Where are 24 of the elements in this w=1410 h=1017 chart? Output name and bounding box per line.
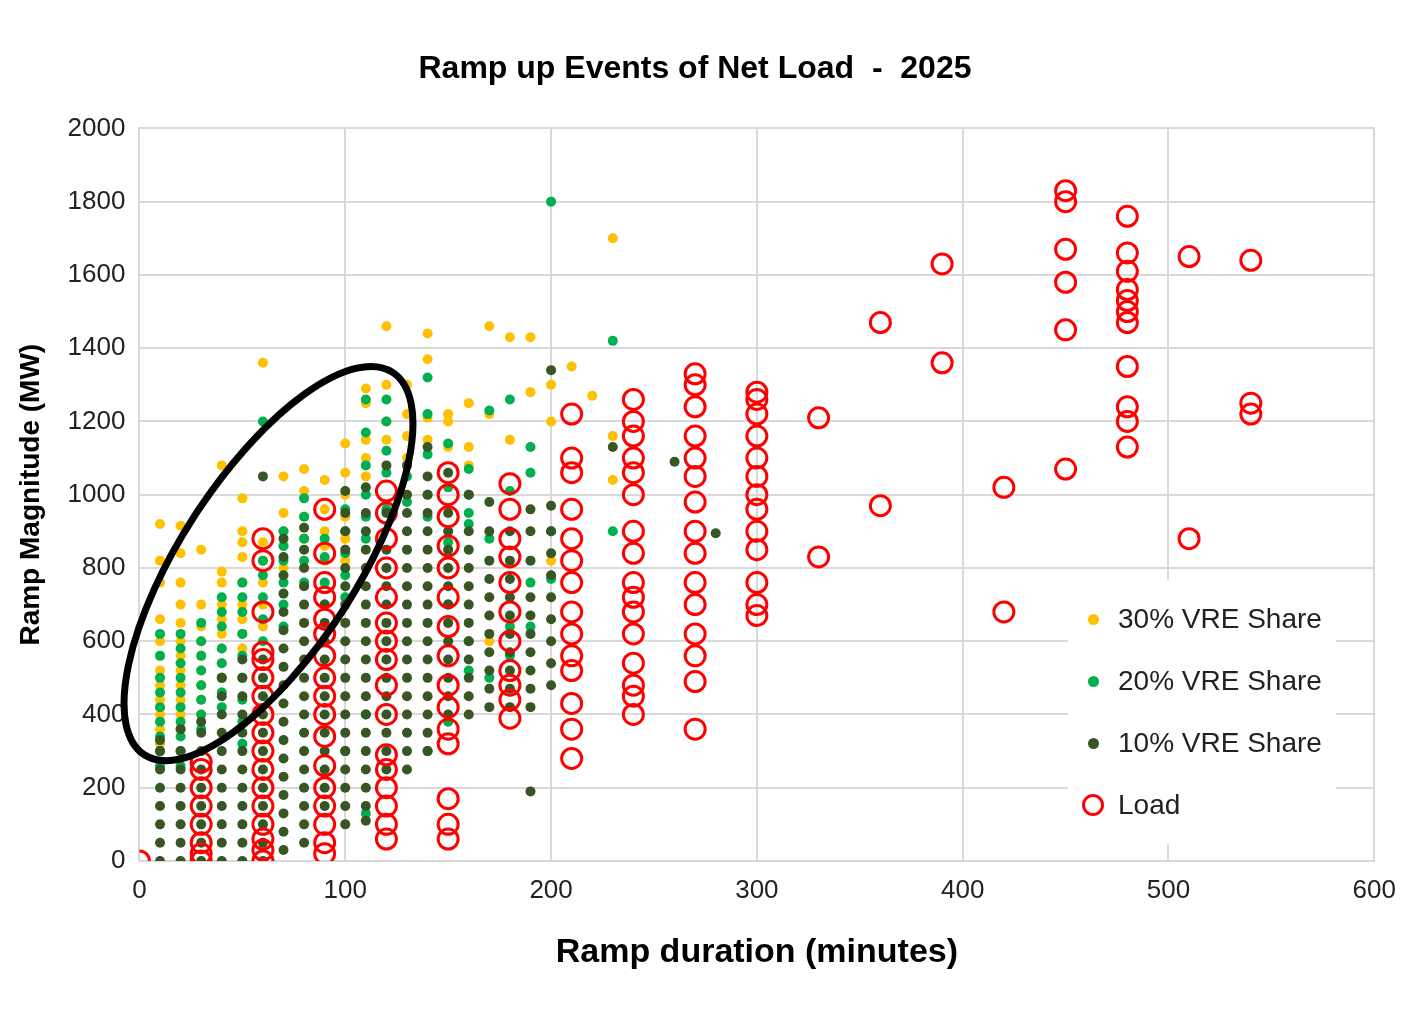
x-tick-label: 600 bbox=[1352, 873, 1397, 904]
y-tick-label: 0 bbox=[110, 844, 126, 875]
y-axis-title: Ramp Magnitude (MW) bbox=[13, 343, 45, 646]
x-tick-label: 400 bbox=[940, 873, 985, 904]
y-tick-label: 1000 bbox=[67, 477, 126, 508]
y-tick-label: 1600 bbox=[67, 258, 126, 289]
y-tick-label: 1800 bbox=[67, 184, 126, 215]
y-tick-label: 200 bbox=[82, 770, 126, 801]
x-tick-label: 500 bbox=[1146, 873, 1191, 904]
y-tick-label: 600 bbox=[82, 624, 126, 655]
x-tick-label: 0 bbox=[132, 873, 147, 904]
x-axis-title: Ramp duration (minutes) bbox=[555, 930, 959, 969]
y-tick-label: 1200 bbox=[67, 404, 126, 435]
chart-title: Ramp up Events of Net Load - 2025 bbox=[418, 49, 972, 86]
y-tick-label: 1400 bbox=[67, 331, 126, 362]
y-tick-label: 2000 bbox=[67, 111, 126, 142]
legend-label: 30% VRE Share bbox=[1118, 603, 1322, 635]
x-tick-label: 300 bbox=[735, 873, 779, 904]
x-tick-label: 200 bbox=[529, 873, 573, 904]
legend-label: Load bbox=[1118, 789, 1181, 821]
legend-label: 10% VRE Share bbox=[1118, 727, 1322, 759]
x-tick-label: 100 bbox=[323, 873, 367, 904]
y-tick-label: 800 bbox=[82, 551, 126, 582]
legend-label: 20% VRE Share bbox=[1118, 665, 1322, 697]
